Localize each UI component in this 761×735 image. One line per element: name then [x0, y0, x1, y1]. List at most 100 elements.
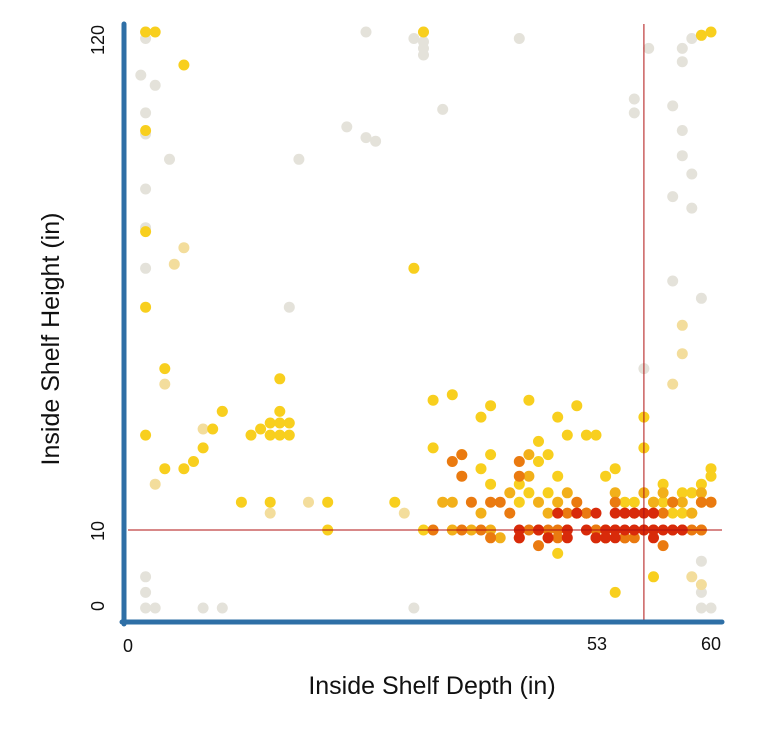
data-point-3-20	[657, 487, 669, 499]
data-point-4-9	[533, 540, 544, 552]
data-point-3-6	[523, 470, 535, 482]
data-point-2-24	[513, 478, 525, 490]
data-point-2-9	[264, 496, 276, 508]
data-point-5-15	[619, 507, 631, 519]
data-point-2-29	[523, 487, 535, 499]
data-point-2-33	[552, 411, 564, 423]
data-point-2-28	[533, 456, 544, 467]
data-point-2-6	[159, 363, 171, 375]
data-point-2-56	[676, 487, 688, 499]
data-point-0-36	[676, 150, 688, 162]
data-point-5-1	[513, 532, 525, 544]
data-point-2-64	[667, 507, 679, 519]
data-point-2-49	[188, 456, 199, 467]
data-point-0-29	[216, 602, 228, 614]
data-point-2-7	[140, 429, 152, 441]
y-tick-label-10: 10	[88, 521, 108, 541]
data-point-1-14	[686, 571, 698, 583]
data-point-2-35	[580, 429, 592, 441]
data-point-0-39	[686, 202, 698, 214]
data-point-3-24	[695, 487, 707, 499]
data-point-0-40	[667, 275, 679, 287]
data-point-0-7	[140, 183, 152, 195]
data-point-0-28	[197, 602, 209, 614]
data-point-2-10	[322, 496, 334, 508]
data-point-0-32	[676, 42, 688, 54]
data-point-5-10	[600, 532, 612, 544]
data-point-1-7	[676, 319, 688, 331]
data-point-2-54	[657, 478, 669, 490]
points-layer	[135, 26, 717, 614]
x-axis-title: Inside Shelf Depth (in)	[308, 672, 555, 700]
data-point-2-38	[255, 423, 267, 435]
data-point-0-6	[164, 153, 175, 165]
data-point-3-5	[504, 487, 516, 499]
data-point-2-74	[418, 26, 429, 38]
data-point-2-12	[389, 496, 401, 508]
data-point-2-5	[140, 301, 152, 313]
data-point-4-12	[552, 532, 564, 544]
data-point-2-70	[619, 496, 631, 508]
data-point-2-25	[485, 449, 497, 461]
data-point-5-22	[648, 532, 659, 544]
data-point-3-2	[475, 507, 487, 519]
data-point-2-40	[264, 429, 276, 441]
data-point-2-51	[159, 463, 171, 475]
data-point-0-26	[283, 301, 295, 313]
data-point-2-46	[274, 373, 286, 385]
y-tick-label-0: 0	[88, 601, 108, 611]
data-point-0-27	[408, 602, 420, 614]
data-point-2-58	[695, 478, 707, 490]
data-point-2-48	[207, 423, 219, 435]
data-point-2-17	[446, 389, 458, 401]
data-point-5-4	[552, 507, 564, 519]
data-point-2-1	[149, 26, 161, 38]
data-point-4-21	[628, 532, 640, 544]
data-point-2-2	[178, 59, 190, 71]
data-point-2-65	[552, 547, 564, 559]
data-point-1-3	[398, 507, 410, 519]
data-point-0-42	[695, 555, 707, 567]
data-point-2-37	[245, 429, 257, 441]
data-point-0-46	[643, 42, 655, 54]
data-point-2-0	[140, 26, 152, 38]
data-point-0-17	[408, 33, 420, 44]
data-point-2-47	[197, 442, 209, 454]
data-point-2-77	[609, 586, 621, 598]
data-point-0-31	[686, 33, 698, 44]
data-point-0-48	[628, 93, 640, 105]
data-point-2-63	[686, 487, 698, 499]
data-point-4-4	[485, 496, 497, 508]
data-point-4-14	[571, 496, 583, 508]
data-point-2-15	[427, 394, 439, 406]
data-point-4-5	[494, 496, 506, 508]
data-point-2-31	[552, 470, 564, 482]
data-point-3-10	[552, 496, 564, 508]
data-point-0-14	[360, 26, 372, 38]
data-point-2-22	[485, 478, 497, 490]
data-point-4-43	[609, 496, 621, 508]
data-point-3-27	[437, 496, 449, 508]
data-point-5-21	[648, 507, 659, 519]
data-point-2-41	[274, 417, 286, 429]
data-point-1-4	[264, 507, 276, 519]
data-point-4-38	[561, 507, 573, 519]
data-point-2-72	[657, 496, 669, 508]
data-point-2-45	[274, 405, 286, 417]
data-point-0-44	[705, 602, 717, 614]
data-point-2-23	[513, 496, 525, 508]
data-point-0-23	[360, 132, 372, 144]
data-point-4-49	[446, 456, 458, 467]
x-tick-label-60: 60	[701, 634, 721, 654]
data-point-5-3	[542, 532, 554, 544]
data-point-5-9	[590, 507, 602, 519]
data-point-0-38	[667, 191, 679, 203]
data-point-1-13	[695, 579, 707, 591]
data-point-2-43	[283, 417, 295, 429]
data-point-2-42	[274, 429, 286, 441]
data-point-2-18	[475, 411, 487, 423]
data-point-0-19	[418, 49, 429, 61]
data-point-3-11	[561, 487, 573, 499]
data-point-0-12	[149, 602, 161, 614]
